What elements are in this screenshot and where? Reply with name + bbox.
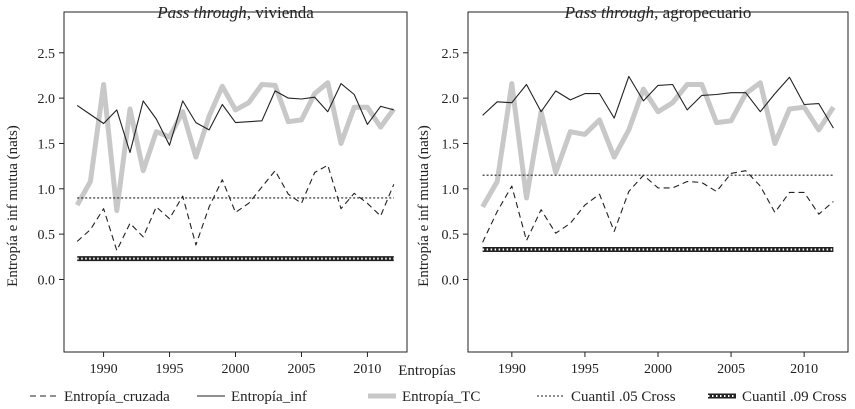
y-axis-label: Entropía e inf mutua (nats) — [5, 125, 21, 287]
x-tick-label: 2000 — [644, 362, 672, 377]
chart-panel-2: Pass through, agropecuario 0.0 0.5 1.0 1.5 2.… — [416, 3, 849, 377]
chart-panel-1: Pass through, vivienda 0.0 0.5 1.0 1.5 2.0 2.5… — [5, 3, 408, 377]
series-cruzada — [482, 170, 834, 243]
y-tick-label: 1.5 — [442, 137, 460, 152]
x-tick-label: 2010 — [353, 362, 381, 377]
y-tick-label: 0.0 — [38, 273, 56, 288]
y-tick-label: 0.5 — [38, 228, 56, 243]
panel-title-italic: Pass through — [156, 3, 247, 22]
series-inf — [76, 83, 394, 154]
y-tick-label: 1.0 — [38, 183, 56, 198]
legend-label: Entropía_inf — [231, 389, 307, 405]
panel-title: Pass through, agropecuario — [564, 3, 752, 22]
legend-label: Cuantil .05 Cross — [571, 389, 676, 405]
y-tick-label: 2.0 — [442, 92, 460, 107]
y-tick-label: 2.5 — [442, 47, 460, 62]
legend-item-q05: Cuantil .05 Cross — [537, 389, 676, 405]
x-tick-label: 1990 — [498, 362, 526, 377]
legend-item-q09: Cuantil .09 Cross — [708, 389, 847, 405]
y-tick-label: 1.0 — [442, 183, 460, 198]
legend-label: Entropía_TC — [402, 389, 480, 405]
x-tick-label: 2000 — [222, 362, 250, 377]
x-tick-label: 2010 — [790, 362, 818, 377]
x-tick-label: 1995 — [156, 362, 184, 377]
series-cruzada — [76, 164, 395, 252]
y-tick-label: 0.0 — [442, 273, 460, 288]
panel-title: Pass through, vivienda — [156, 3, 314, 22]
legend-label: Cuantil .09 Cross — [742, 389, 847, 405]
legend: Entropía_cruzada Entropía_inf Entropía_TC C… — [30, 389, 847, 405]
panel-title-rest: , agropecuario — [654, 3, 751, 22]
y-axis-label: Entropía e inf mutua (nats) — [416, 125, 432, 287]
x-tick-label: 2005 — [717, 362, 745, 377]
y-tick-label: 1.5 — [38, 137, 56, 152]
series-inf — [482, 75, 834, 129]
y-tick-label: 0.5 — [442, 228, 460, 243]
legend-item-cruzada: Entropía_cruzada — [30, 389, 170, 405]
x-tick-label: 2005 — [287, 362, 315, 377]
x-axis-label: Entropías — [398, 363, 456, 379]
y-tick-label: 2.0 — [38, 92, 56, 107]
legend-label: Entropía_cruzada — [64, 389, 170, 405]
legend-item-inf: Entropía_inf — [197, 389, 307, 405]
series-tc — [75, 80, 396, 214]
x-tick-label: 1990 — [90, 362, 118, 377]
panel-title-rest: , vivienda — [247, 3, 314, 22]
y-tick-label: 2.5 — [38, 47, 56, 62]
legend-item-tc: Entropía_TC — [368, 389, 480, 405]
x-tick-label: 1995 — [571, 362, 599, 377]
panel-title-italic: Pass through — [564, 3, 655, 22]
